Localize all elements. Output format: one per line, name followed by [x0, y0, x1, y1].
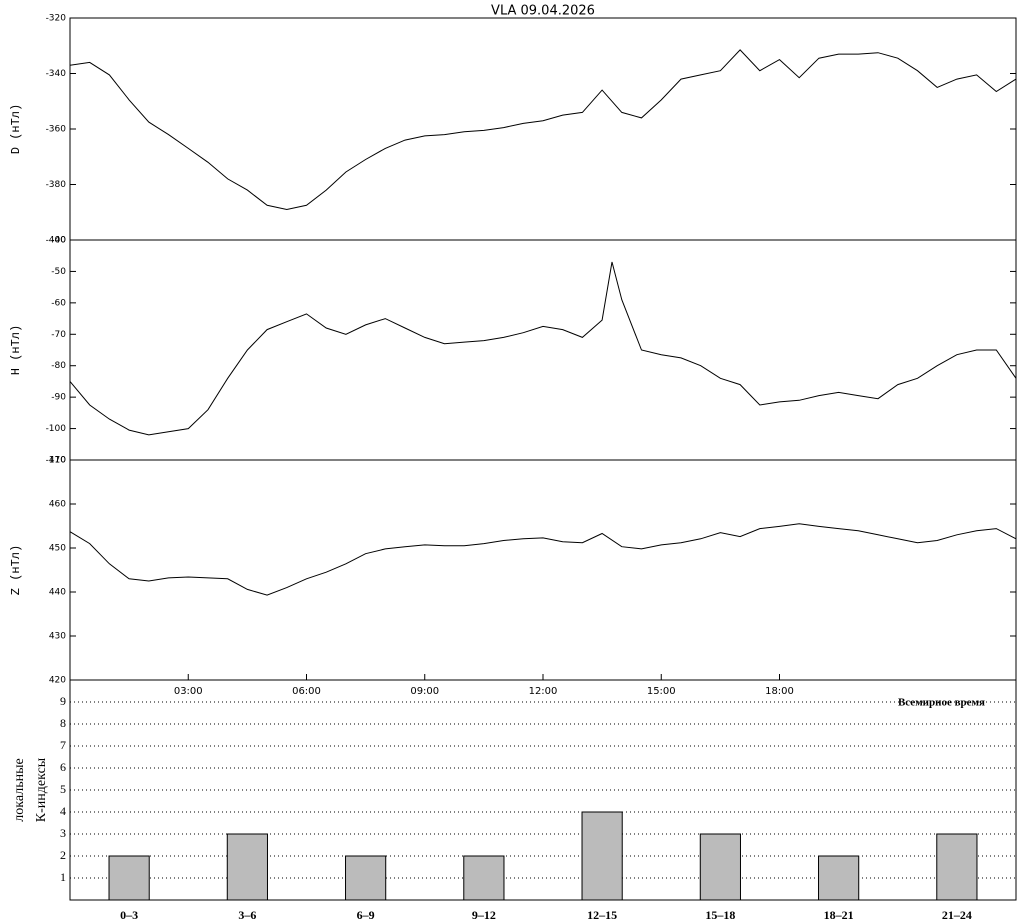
x-tick-label: 6–9 — [357, 908, 375, 921]
y-axis-label: К-индексы — [34, 757, 49, 822]
y-tick-label: 4 — [60, 804, 66, 818]
x-tick-label: 15–18 — [705, 908, 735, 921]
x-tick-label: 0–3 — [120, 908, 138, 921]
y-tick-label: -380 — [46, 180, 67, 190]
y-axis-label: H (нТл) — [9, 325, 23, 375]
y-tick-label: 9 — [60, 694, 66, 708]
y-tick-label: 5 — [60, 782, 66, 796]
x-tick-label: 12:00 — [529, 686, 558, 697]
y-tick-label: 450 — [49, 544, 66, 554]
data-line — [69, 523, 1017, 596]
data-line — [69, 261, 1017, 436]
y-tick-label: 8 — [60, 716, 66, 730]
y-tick-label: 1 — [60, 870, 66, 884]
y-tick-label: -360 — [46, 125, 67, 135]
y-tick-label: 3 — [60, 826, 66, 840]
y-tick-label: -70 — [51, 330, 66, 340]
bar — [345, 855, 387, 901]
x-tick-label: 12–15 — [587, 908, 617, 921]
y-tick-label: -400 — [46, 236, 67, 246]
bar — [581, 811, 623, 901]
y-tick-label: 6 — [60, 760, 66, 774]
x-tick-label: 18–21 — [824, 908, 854, 921]
y-tick-label: 2 — [60, 848, 66, 862]
y-tick-label: -90 — [51, 393, 66, 403]
y-tick-label: -60 — [51, 298, 66, 308]
y-tick-label: -40 — [51, 236, 66, 246]
frame — [69, 17, 1017, 901]
x-tick-label: 3–6 — [238, 908, 256, 921]
y-axis-label: D (нТл) — [9, 104, 23, 154]
y-axis-label: Z (нТл) — [9, 545, 23, 595]
y-tick-label: -50 — [51, 267, 66, 277]
x-axis-label: Всемирное время — [898, 697, 985, 709]
x-tick-label: 15:00 — [647, 686, 676, 697]
bar — [936, 833, 978, 901]
y-tick-label: 420 — [49, 676, 66, 686]
y-tick-label: -80 — [51, 361, 66, 371]
x-tick-label: 9–12 — [472, 908, 496, 921]
bar — [463, 855, 505, 901]
y-tick-label: 430 — [49, 632, 66, 642]
y-tick-label: 460 — [49, 500, 66, 510]
x-tick-label: 06:00 — [292, 686, 321, 697]
bar — [818, 855, 860, 901]
bar — [699, 833, 741, 901]
x-tick-label: 03:00 — [174, 686, 203, 697]
bar — [226, 833, 268, 901]
data-line — [69, 49, 1017, 211]
y-tick-label: -340 — [46, 69, 67, 79]
y-tick-label: -100 — [46, 424, 67, 434]
x-tick-label: 18:00 — [765, 686, 794, 697]
bar — [108, 855, 150, 901]
x-tick-label: 21–24 — [942, 908, 972, 921]
y-tick-label: -110 — [46, 456, 67, 466]
x-tick-label: 09:00 — [410, 686, 439, 697]
y-tick-label: 7 — [60, 738, 66, 752]
y-axis-label: локальные — [12, 758, 27, 821]
y-tick-label: 440 — [49, 588, 66, 598]
chart-title: VLA 09.04.2026 — [491, 4, 595, 19]
y-tick-label: -320 — [46, 14, 67, 24]
y-tick-label: 470 — [49, 456, 66, 466]
